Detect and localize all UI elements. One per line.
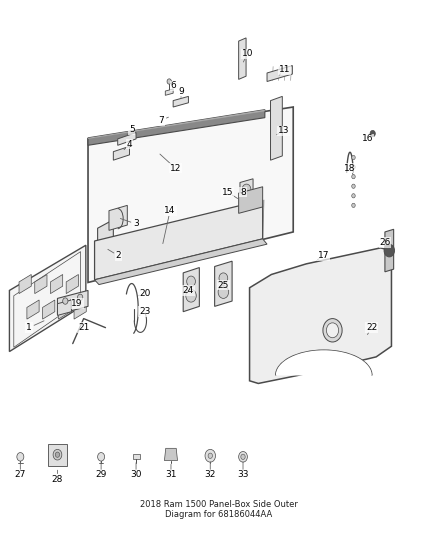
Circle shape (352, 203, 355, 207)
Polygon shape (165, 89, 173, 95)
Circle shape (167, 79, 171, 84)
Polygon shape (215, 261, 232, 306)
Polygon shape (109, 205, 127, 230)
Text: 2: 2 (116, 252, 121, 260)
Text: 21: 21 (78, 323, 89, 332)
Text: 4: 4 (127, 140, 132, 149)
Polygon shape (164, 448, 177, 461)
Circle shape (370, 131, 375, 137)
Text: 9: 9 (178, 86, 184, 95)
Circle shape (239, 451, 247, 462)
Text: 24: 24 (183, 286, 194, 295)
Circle shape (352, 193, 355, 198)
Circle shape (17, 453, 24, 461)
Polygon shape (173, 96, 188, 107)
Text: 20: 20 (139, 288, 151, 297)
Text: 18: 18 (344, 164, 356, 173)
Circle shape (352, 165, 355, 169)
Circle shape (186, 289, 196, 302)
Text: 10: 10 (242, 50, 253, 58)
Circle shape (53, 449, 62, 460)
Text: 33: 33 (237, 471, 249, 479)
Polygon shape (95, 200, 263, 280)
Polygon shape (50, 274, 63, 294)
Polygon shape (250, 248, 392, 383)
Polygon shape (271, 96, 283, 160)
Text: 26: 26 (379, 238, 391, 247)
Polygon shape (88, 107, 293, 282)
Polygon shape (88, 110, 265, 139)
Polygon shape (42, 300, 55, 319)
Polygon shape (98, 220, 113, 272)
Polygon shape (95, 239, 267, 285)
Circle shape (78, 294, 83, 301)
Circle shape (323, 319, 342, 342)
Polygon shape (35, 274, 47, 294)
Circle shape (63, 298, 68, 304)
Text: 3: 3 (133, 220, 139, 229)
Text: 17: 17 (318, 252, 329, 260)
Text: 8: 8 (240, 188, 246, 197)
Text: 32: 32 (205, 471, 216, 479)
Circle shape (98, 453, 105, 461)
Text: 28: 28 (52, 475, 63, 483)
Circle shape (352, 174, 355, 179)
Text: 31: 31 (165, 471, 177, 479)
Polygon shape (27, 300, 39, 319)
Polygon shape (88, 110, 265, 146)
Bar (133, 454, 140, 459)
Text: 23: 23 (139, 307, 151, 316)
Polygon shape (66, 274, 78, 294)
Polygon shape (57, 290, 88, 314)
Text: 16: 16 (362, 134, 373, 143)
Text: 22: 22 (366, 323, 378, 332)
Circle shape (208, 453, 212, 458)
Polygon shape (57, 300, 71, 316)
Polygon shape (240, 179, 253, 198)
Polygon shape (10, 245, 86, 352)
Circle shape (352, 184, 355, 188)
Polygon shape (118, 133, 136, 146)
Text: 1: 1 (26, 323, 32, 332)
Polygon shape (58, 300, 71, 319)
Polygon shape (19, 274, 31, 294)
Text: 19: 19 (71, 299, 83, 308)
Polygon shape (267, 66, 292, 82)
Text: 6: 6 (170, 81, 176, 90)
Text: 12: 12 (170, 164, 181, 173)
Circle shape (218, 286, 229, 298)
Circle shape (219, 273, 228, 284)
Circle shape (384, 244, 395, 257)
Text: 30: 30 (130, 471, 142, 479)
Circle shape (241, 454, 245, 459)
Text: 2018 Ram 1500 Panel-Box Side Outer
Diagram for 68186044AA: 2018 Ram 1500 Panel-Box Side Outer Diagr… (140, 499, 298, 519)
Circle shape (326, 323, 339, 338)
Text: 27: 27 (14, 471, 26, 479)
Text: 15: 15 (222, 188, 233, 197)
Polygon shape (113, 147, 130, 160)
Text: 11: 11 (279, 66, 290, 74)
Circle shape (55, 452, 60, 457)
Bar (48, 443, 67, 466)
Circle shape (242, 184, 251, 195)
Text: 13: 13 (278, 126, 290, 135)
Text: 25: 25 (218, 280, 229, 289)
Text: 14: 14 (164, 206, 176, 215)
Polygon shape (385, 229, 394, 272)
Polygon shape (183, 268, 199, 312)
Polygon shape (239, 187, 263, 213)
Text: 7: 7 (159, 116, 164, 125)
Circle shape (205, 449, 215, 462)
Text: 29: 29 (95, 471, 107, 479)
Polygon shape (276, 350, 372, 375)
Polygon shape (239, 38, 246, 79)
Polygon shape (74, 300, 86, 319)
Circle shape (352, 156, 355, 160)
Circle shape (187, 276, 195, 287)
Text: 5: 5 (129, 125, 134, 134)
